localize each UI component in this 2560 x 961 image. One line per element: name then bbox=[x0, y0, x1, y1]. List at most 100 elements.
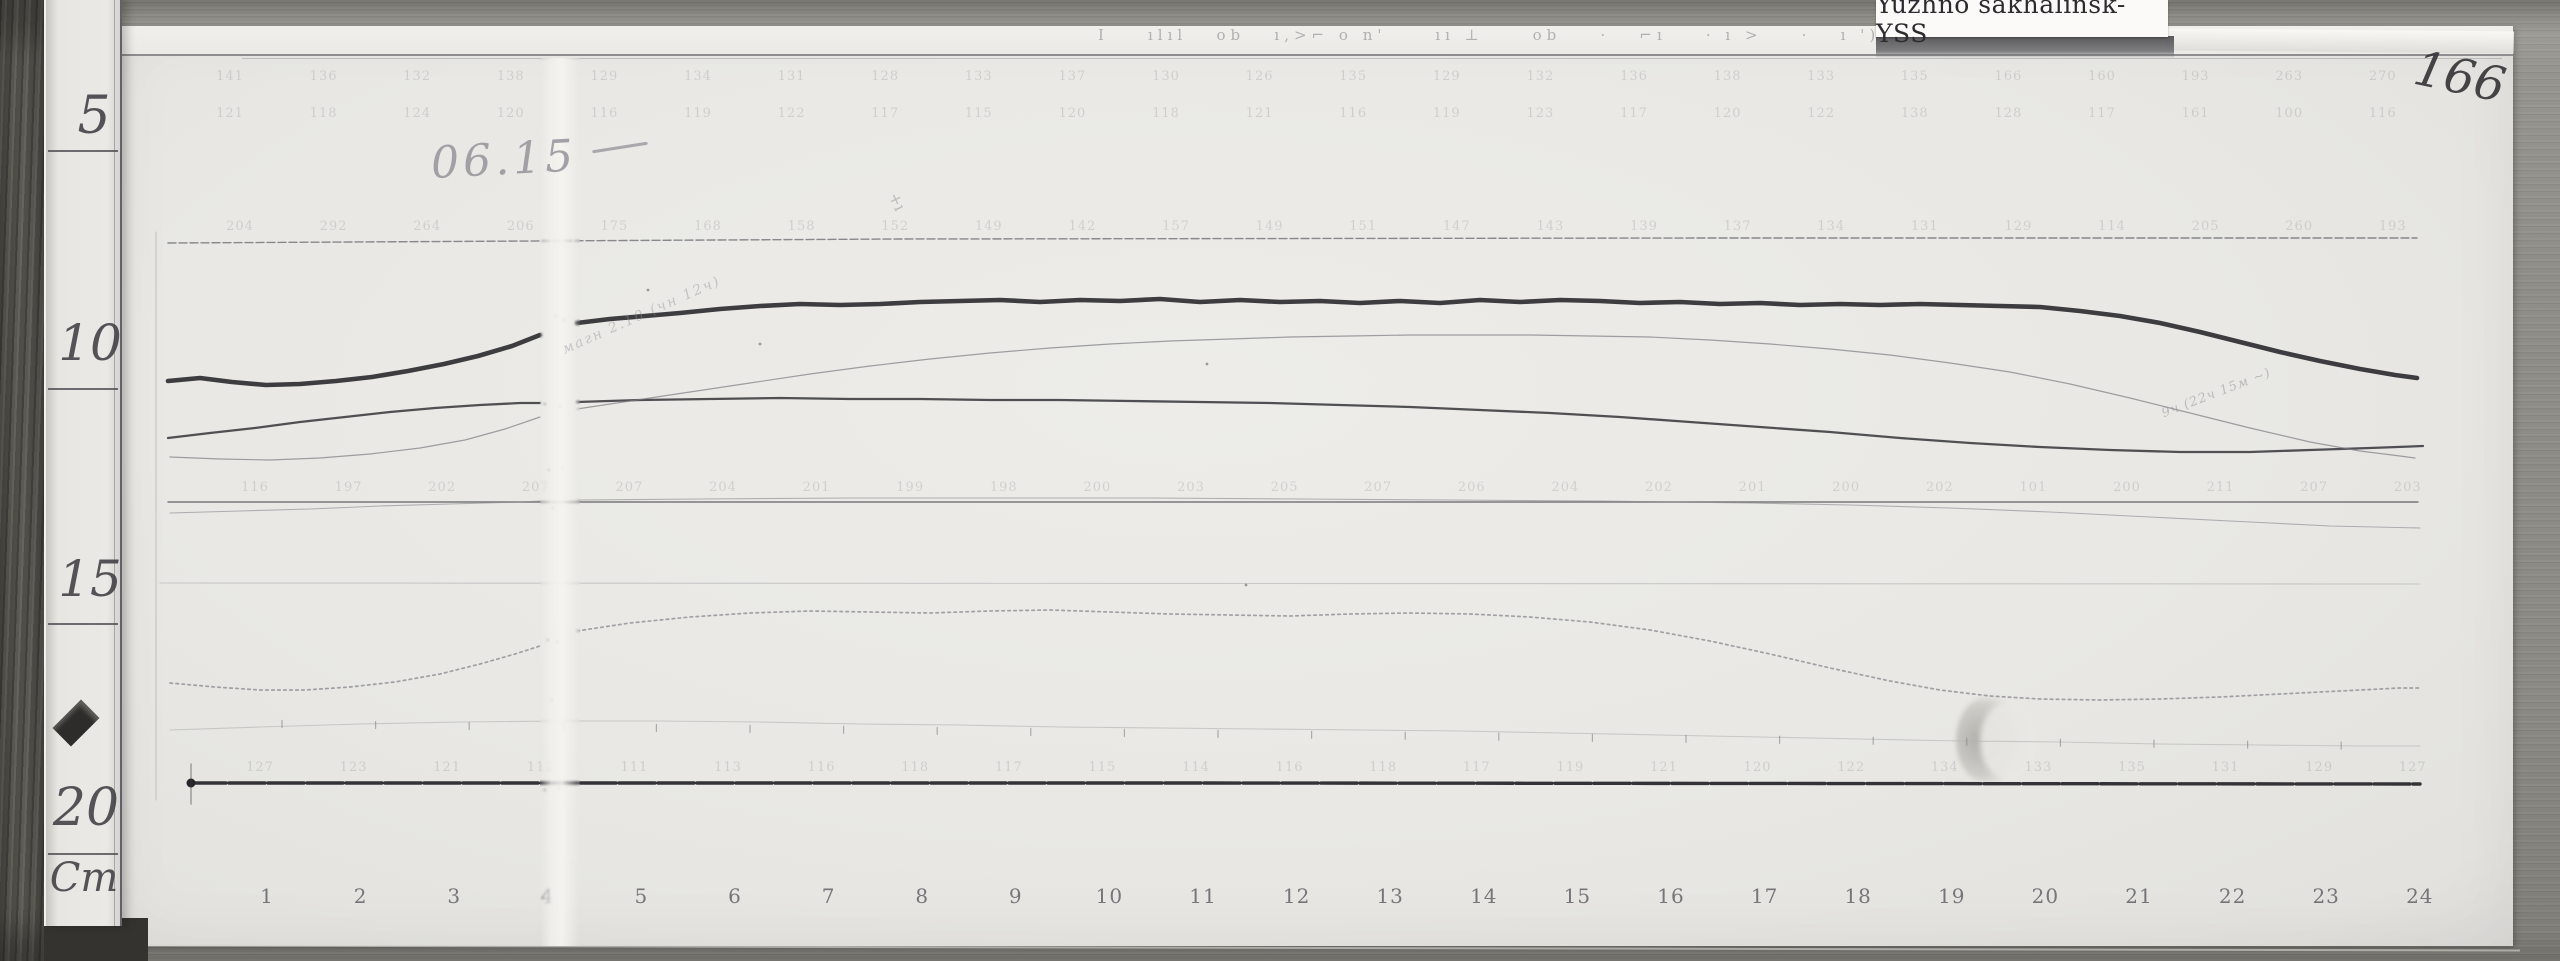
faint-number: 149 bbox=[1255, 219, 1284, 234]
faint-number: 203 bbox=[1177, 480, 1205, 495]
faint-number: 111 bbox=[620, 760, 649, 775]
faint-number: 134 bbox=[1817, 219, 1846, 234]
faint-number: 118 bbox=[1152, 106, 1180, 121]
faint-number: 127 bbox=[2398, 760, 2427, 775]
annotation-top-scribble: I ılıl ob ı,>⌐ o n' ıı ⊥ ob · ⌐ı · ı > ·… bbox=[1098, 26, 1881, 44]
ruler-tick-line bbox=[48, 853, 118, 855]
faint-number: 137 bbox=[1723, 219, 1752, 234]
faint-number: 116 bbox=[1275, 760, 1304, 775]
faint-number: 199 bbox=[896, 480, 925, 495]
faint-number: 135 bbox=[1339, 69, 1368, 84]
faint-number: 270 bbox=[2368, 69, 2397, 84]
faint-number: 114 bbox=[1182, 760, 1210, 775]
film-splice-band bbox=[540, 58, 580, 946]
faint-number: 207 bbox=[615, 480, 644, 495]
ruler-tick-line bbox=[48, 388, 118, 390]
faint-number: 129 bbox=[1432, 69, 1461, 84]
faint-number: 118 bbox=[901, 760, 930, 775]
faint-number: 122 bbox=[1807, 106, 1836, 121]
faint-number: 116 bbox=[807, 760, 836, 775]
faint-number: 207 bbox=[2300, 480, 2329, 495]
faint-number: 138 bbox=[1713, 69, 1742, 84]
faint-number: 132 bbox=[403, 69, 432, 84]
faint-number: 200 bbox=[1083, 480, 1112, 495]
hour-label-12: 12 bbox=[1282, 884, 1311, 908]
faint-number: 134 bbox=[684, 69, 712, 84]
faint-number: 204 bbox=[226, 219, 254, 234]
magnetogram-paper bbox=[112, 26, 2513, 946]
paper-edge-line bbox=[242, 58, 2502, 59]
faint-number: 160 bbox=[2088, 69, 2116, 84]
ruler-number-Cm: Cm bbox=[49, 855, 119, 901]
faint-number: 198 bbox=[989, 480, 1018, 495]
faint-number: 100 bbox=[2275, 106, 2304, 121]
faint-number: 117 bbox=[871, 106, 900, 121]
faint-number: 116 bbox=[1339, 106, 1368, 121]
faint-number: 128 bbox=[1994, 106, 2023, 121]
faint-number: 127 bbox=[246, 760, 274, 775]
faint-number: 116 bbox=[590, 106, 619, 121]
faint-number: 101 bbox=[2019, 480, 2048, 495]
faint-number: 200 bbox=[2113, 480, 2141, 495]
faint-number: 206 bbox=[506, 219, 535, 234]
faint-number: 200 bbox=[1832, 480, 1861, 495]
faint-number: 123 bbox=[1526, 106, 1555, 121]
faint-number: 197 bbox=[334, 480, 363, 495]
hour-label-5: 5 bbox=[634, 884, 649, 908]
faint-number: 204 bbox=[1551, 480, 1580, 495]
hour-label-8: 8 bbox=[915, 884, 930, 908]
faint-number: 132 bbox=[1526, 69, 1555, 84]
faint-number: 120 bbox=[1743, 760, 1772, 775]
hour-label-16: 16 bbox=[1657, 884, 1685, 908]
faint-number: 207 bbox=[1364, 480, 1393, 495]
faint-number: 204 bbox=[709, 480, 737, 495]
faint-number: 131 bbox=[2211, 760, 2240, 775]
faint-number: 118 bbox=[1369, 760, 1398, 775]
faint-number: 121 bbox=[1650, 760, 1678, 775]
cm-ruler: 5 10 15 20 Cm bbox=[44, 0, 122, 926]
faint-number: 147 bbox=[1442, 219, 1471, 234]
faint-number: 206 bbox=[1457, 480, 1486, 495]
faint-number: 130 bbox=[1152, 69, 1180, 84]
faint-number: 152 bbox=[881, 219, 910, 234]
hour-label-14: 14 bbox=[1470, 884, 1498, 908]
faint-number: 139 bbox=[1630, 219, 1658, 234]
faint-number: 175 bbox=[600, 219, 629, 234]
faint-number: 121 bbox=[216, 106, 244, 121]
faint-number: 141 bbox=[216, 69, 244, 84]
faint-number: 116 bbox=[2368, 106, 2397, 121]
faint-number: 119 bbox=[1556, 760, 1585, 775]
faint-number: 157 bbox=[1162, 219, 1190, 234]
faint-number: 122 bbox=[777, 106, 806, 121]
faint-number: 136 bbox=[309, 69, 338, 84]
faint-number: 129 bbox=[2305, 760, 2334, 775]
faint-number: 135 bbox=[2118, 760, 2146, 775]
faint-number: 158 bbox=[787, 219, 816, 234]
faint-number: 126 bbox=[1245, 69, 1274, 84]
hour-label-15: 15 bbox=[1563, 884, 1592, 908]
hour-label-9: 9 bbox=[1008, 884, 1023, 908]
faint-number: 201 bbox=[1738, 480, 1767, 495]
faint-number: 193 bbox=[2181, 69, 2210, 84]
hour-label-23: 23 bbox=[2312, 884, 2340, 908]
hour-label-1: 1 bbox=[260, 884, 274, 908]
faint-number: 113 bbox=[714, 760, 742, 775]
ruler-edge-line bbox=[114, 0, 115, 926]
faint-number: 263 bbox=[2275, 69, 2304, 84]
faint-number: 149 bbox=[974, 219, 1003, 234]
faint-number: 117 bbox=[994, 760, 1023, 775]
hour-label-7: 7 bbox=[821, 884, 836, 908]
station-label-text: Yuzhno sakhalinsk-YSS bbox=[1876, 0, 2126, 48]
faint-number: 202 bbox=[428, 480, 457, 495]
hour-label-3: 3 bbox=[447, 884, 462, 908]
faint-number: 202 bbox=[1645, 480, 1673, 495]
faint-number: 134 bbox=[1930, 760, 1959, 775]
faint-number: 120 bbox=[1058, 106, 1087, 121]
ruler-number-20: 20 bbox=[52, 778, 120, 838]
faint-number: 166 bbox=[1994, 69, 2023, 84]
ruler-diamond-icon bbox=[52, 699, 100, 747]
faint-number: 114 bbox=[2098, 219, 2126, 234]
hour-label-10: 10 bbox=[1095, 884, 1124, 908]
faint-number: 116 bbox=[241, 480, 269, 495]
